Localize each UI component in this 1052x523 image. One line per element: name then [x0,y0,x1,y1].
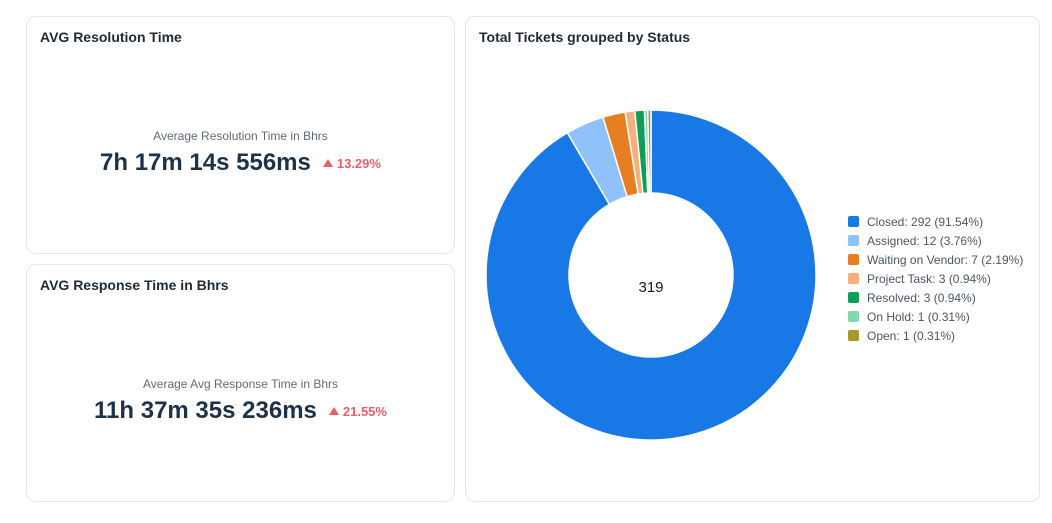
legend-item-waiting-on-vendor[interactable]: Waiting on Vendor: 7 (2.19%) [848,250,1023,269]
resolution-metric-label: Average Resolution Time in Bhrs [153,129,328,143]
status-legend: Closed: 292 (91.54%) Assigned: 12 (3.76%)… [848,212,1023,345]
legend-swatch [848,292,859,303]
status-chart-card: Total Tickets grouped by Status 319 Clos… [465,16,1040,502]
trend-up-icon [322,159,333,167]
trend-up-icon [328,407,339,415]
resolution-card-title: AVG Resolution Time [40,29,182,45]
donut-slice-closed[interactable] [485,109,817,441]
legend-label: Project Task: 3 (0.94%) [867,271,991,286]
legend-label: On Hold: 1 (0.31%) [867,309,970,324]
legend-swatch [848,330,859,341]
resolution-delta-badge: 13.29% [322,155,381,171]
legend-label: Open: 1 (0.31%) [867,328,956,343]
response-time-card: AVG Response Time in Bhrs Average Avg Re… [26,264,455,502]
legend-item-open[interactable]: Open: 1 (0.31%) [848,326,1023,345]
legend-swatch [848,254,859,265]
response-metric-label: Average Avg Response Time in Bhrs [143,377,338,391]
legend-label: Resolved: 3 (0.94%) [867,290,976,305]
legend-item-assigned[interactable]: Assigned: 12 (3.76%) [848,231,1023,250]
legend-swatch [848,216,859,227]
resolution-kpi: Average Resolution Time in Bhrs 7h 17m 1… [27,129,454,177]
response-delta-value: 21.55% [342,403,387,419]
legend-label: Assigned: 12 (3.76%) [867,233,982,248]
legend-item-on-hold[interactable]: On Hold: 1 (0.31%) [848,307,1023,326]
legend-label: Waiting on Vendor: 7 (2.19%) [867,252,1024,267]
status-donut-chart [485,109,817,441]
donut-center-total: 319 [638,279,664,296]
legend-label: Closed: 292 (91.54%) [867,214,984,229]
response-metric-value: 11h 37m 35s 236ms [94,397,317,424]
resolution-metric-value: 7h 17m 14s 556ms [100,149,311,176]
legend-item-project-task[interactable]: Project Task: 3 (0.94%) [848,269,1023,288]
legend-swatch [848,311,859,322]
status-card-title: Total Tickets grouped by Status [479,29,691,45]
legend-item-closed[interactable]: Closed: 292 (91.54%) [848,212,1023,231]
response-kpi: Average Avg Response Time in Bhrs 11h 37… [27,377,454,425]
legend-swatch [848,273,859,284]
resolution-delta-value: 13.29% [336,155,381,171]
resolution-time-card: AVG Resolution Time Average Resolution T… [26,16,455,254]
legend-item-resolved[interactable]: Resolved: 3 (0.94%) [848,288,1023,307]
legend-swatch [848,235,859,246]
donut-slice-open[interactable] [646,109,652,194]
response-card-title: AVG Response Time in Bhrs [40,277,229,293]
response-delta-badge: 21.55% [328,403,387,419]
